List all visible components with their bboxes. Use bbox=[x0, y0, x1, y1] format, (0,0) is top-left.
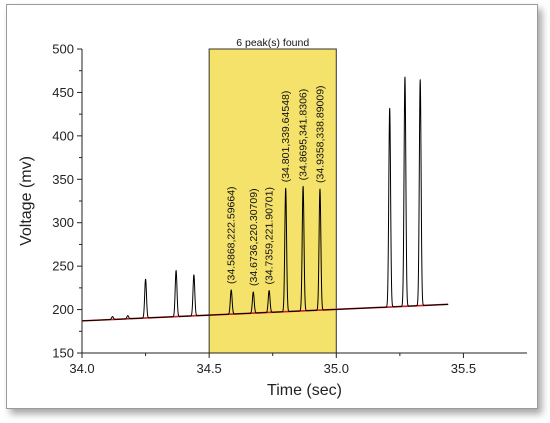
y-tick-label: 400 bbox=[52, 128, 74, 143]
signal-trace bbox=[81, 76, 449, 322]
peak-annotation: (34.6736,220.30709) bbox=[248, 188, 260, 286]
peak-annotation: (34.9358,338.89009) bbox=[314, 85, 326, 183]
y-tick-label: 150 bbox=[52, 346, 74, 361]
chromatogram-chart: 6 peak(s) found 34.0 34.5 35.0 35.5 150 200 25… bbox=[18, 37, 527, 399]
x-tick-label: 35.5 bbox=[451, 361, 476, 376]
x-tick-label: 35.0 bbox=[324, 361, 349, 376]
y-tick-label: 350 bbox=[52, 172, 74, 187]
x-tick-label: 34.0 bbox=[69, 361, 94, 376]
y-tick-label: 450 bbox=[52, 85, 74, 100]
chart-frame: 6 peak(s) found 34.0 34.5 35.0 35.5 150 200 25… bbox=[6, 4, 538, 409]
y-tick-label: 200 bbox=[52, 302, 74, 317]
peak-annotation: (34.7359,221.90701) bbox=[264, 187, 276, 285]
y-tick-label: 300 bbox=[52, 215, 74, 230]
y-axis-title: Voltage (mv) bbox=[18, 156, 35, 246]
peak-annotation: (34.5868,222.59664) bbox=[226, 186, 238, 283]
peak-annotation: (34.8695,341.8306) bbox=[298, 89, 310, 181]
x-tick-label: 34.5 bbox=[196, 361, 221, 376]
peak-annotation: (34.801,339.64548) bbox=[280, 91, 292, 183]
y-tick-label: 250 bbox=[52, 259, 74, 274]
y-tick-label: 500 bbox=[52, 42, 74, 57]
x-axis-title: Time (sec) bbox=[267, 382, 342, 399]
peak-region-title: 6 peak(s) found bbox=[236, 37, 309, 49]
